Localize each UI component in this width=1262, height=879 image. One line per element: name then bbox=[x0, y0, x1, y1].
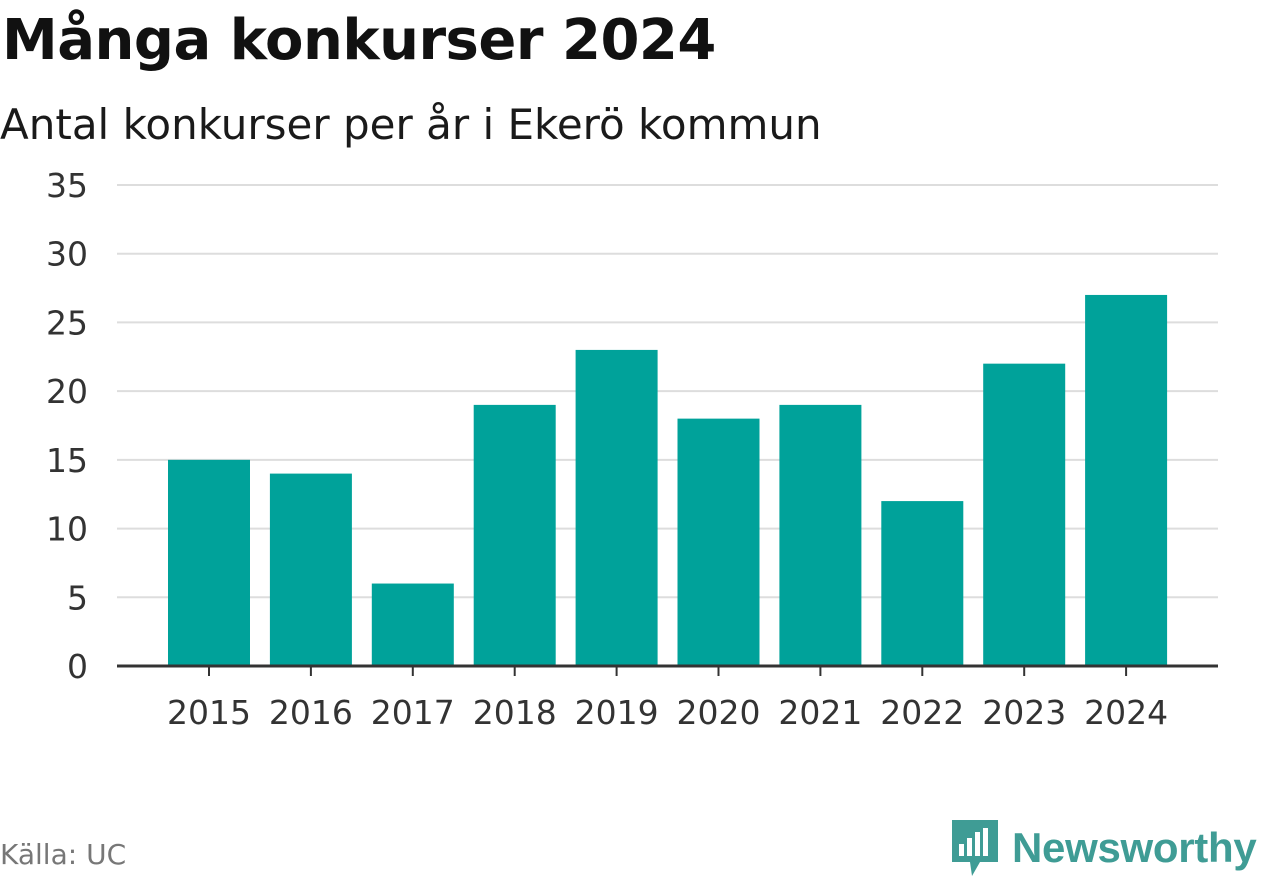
bar-2015 bbox=[168, 459, 250, 666]
bar-2024 bbox=[1085, 294, 1168, 666]
x-tick-label: 2015 bbox=[167, 693, 251, 732]
y-tick-label: 20 bbox=[46, 372, 88, 411]
bar-2021 bbox=[779, 404, 862, 666]
bar-2023 bbox=[983, 363, 1066, 666]
x-axis-tick-labels: 2015 2016 2017 2018 2019 2020 2021 2022 2023 2024 bbox=[167, 693, 1168, 732]
x-tick-label: 2023 bbox=[982, 693, 1066, 732]
x-tick-label: 2017 bbox=[371, 693, 455, 732]
y-tick-label: 30 bbox=[46, 235, 88, 274]
bar-2018 bbox=[473, 404, 556, 666]
x-tick-label: 2022 bbox=[880, 693, 964, 732]
brand-name: Newsworthy bbox=[1012, 824, 1257, 871]
chart-title: Många konkurser 2024 bbox=[2, 8, 716, 73]
bar-2022 bbox=[881, 501, 964, 666]
x-tick-label: 2016 bbox=[269, 693, 353, 732]
y-tick-label: 25 bbox=[46, 303, 88, 342]
x-tick-label: 2021 bbox=[778, 693, 862, 732]
bars bbox=[168, 294, 1168, 666]
x-tick-label: 2024 bbox=[1084, 693, 1168, 732]
x-tick-label: 2018 bbox=[473, 693, 557, 732]
source-note: Källa: UC bbox=[0, 838, 127, 871]
bar-2016 bbox=[269, 473, 352, 666]
x-tick-label: 2020 bbox=[677, 693, 761, 732]
y-tick-label: 0 bbox=[67, 647, 88, 686]
bar-2020 bbox=[677, 418, 760, 666]
newsworthy-logo-icon bbox=[952, 820, 998, 876]
x-tick-label: 2019 bbox=[575, 693, 659, 732]
y-axis-tick-labels: 0 5 10 15 20 25 30 35 bbox=[46, 166, 88, 686]
brand[interactable]: Newsworthy bbox=[950, 818, 1257, 878]
bar-2019 bbox=[575, 349, 658, 666]
chart-subtitle: Antal konkurser per år i Ekerö kommun bbox=[0, 100, 822, 149]
y-tick-label: 15 bbox=[46, 441, 88, 480]
y-tick-label: 10 bbox=[46, 510, 88, 549]
x-axis bbox=[117, 664, 1218, 676]
y-tick-label: 35 bbox=[46, 166, 88, 205]
y-tick-label: 5 bbox=[67, 578, 88, 617]
bar-2017 bbox=[371, 583, 454, 666]
